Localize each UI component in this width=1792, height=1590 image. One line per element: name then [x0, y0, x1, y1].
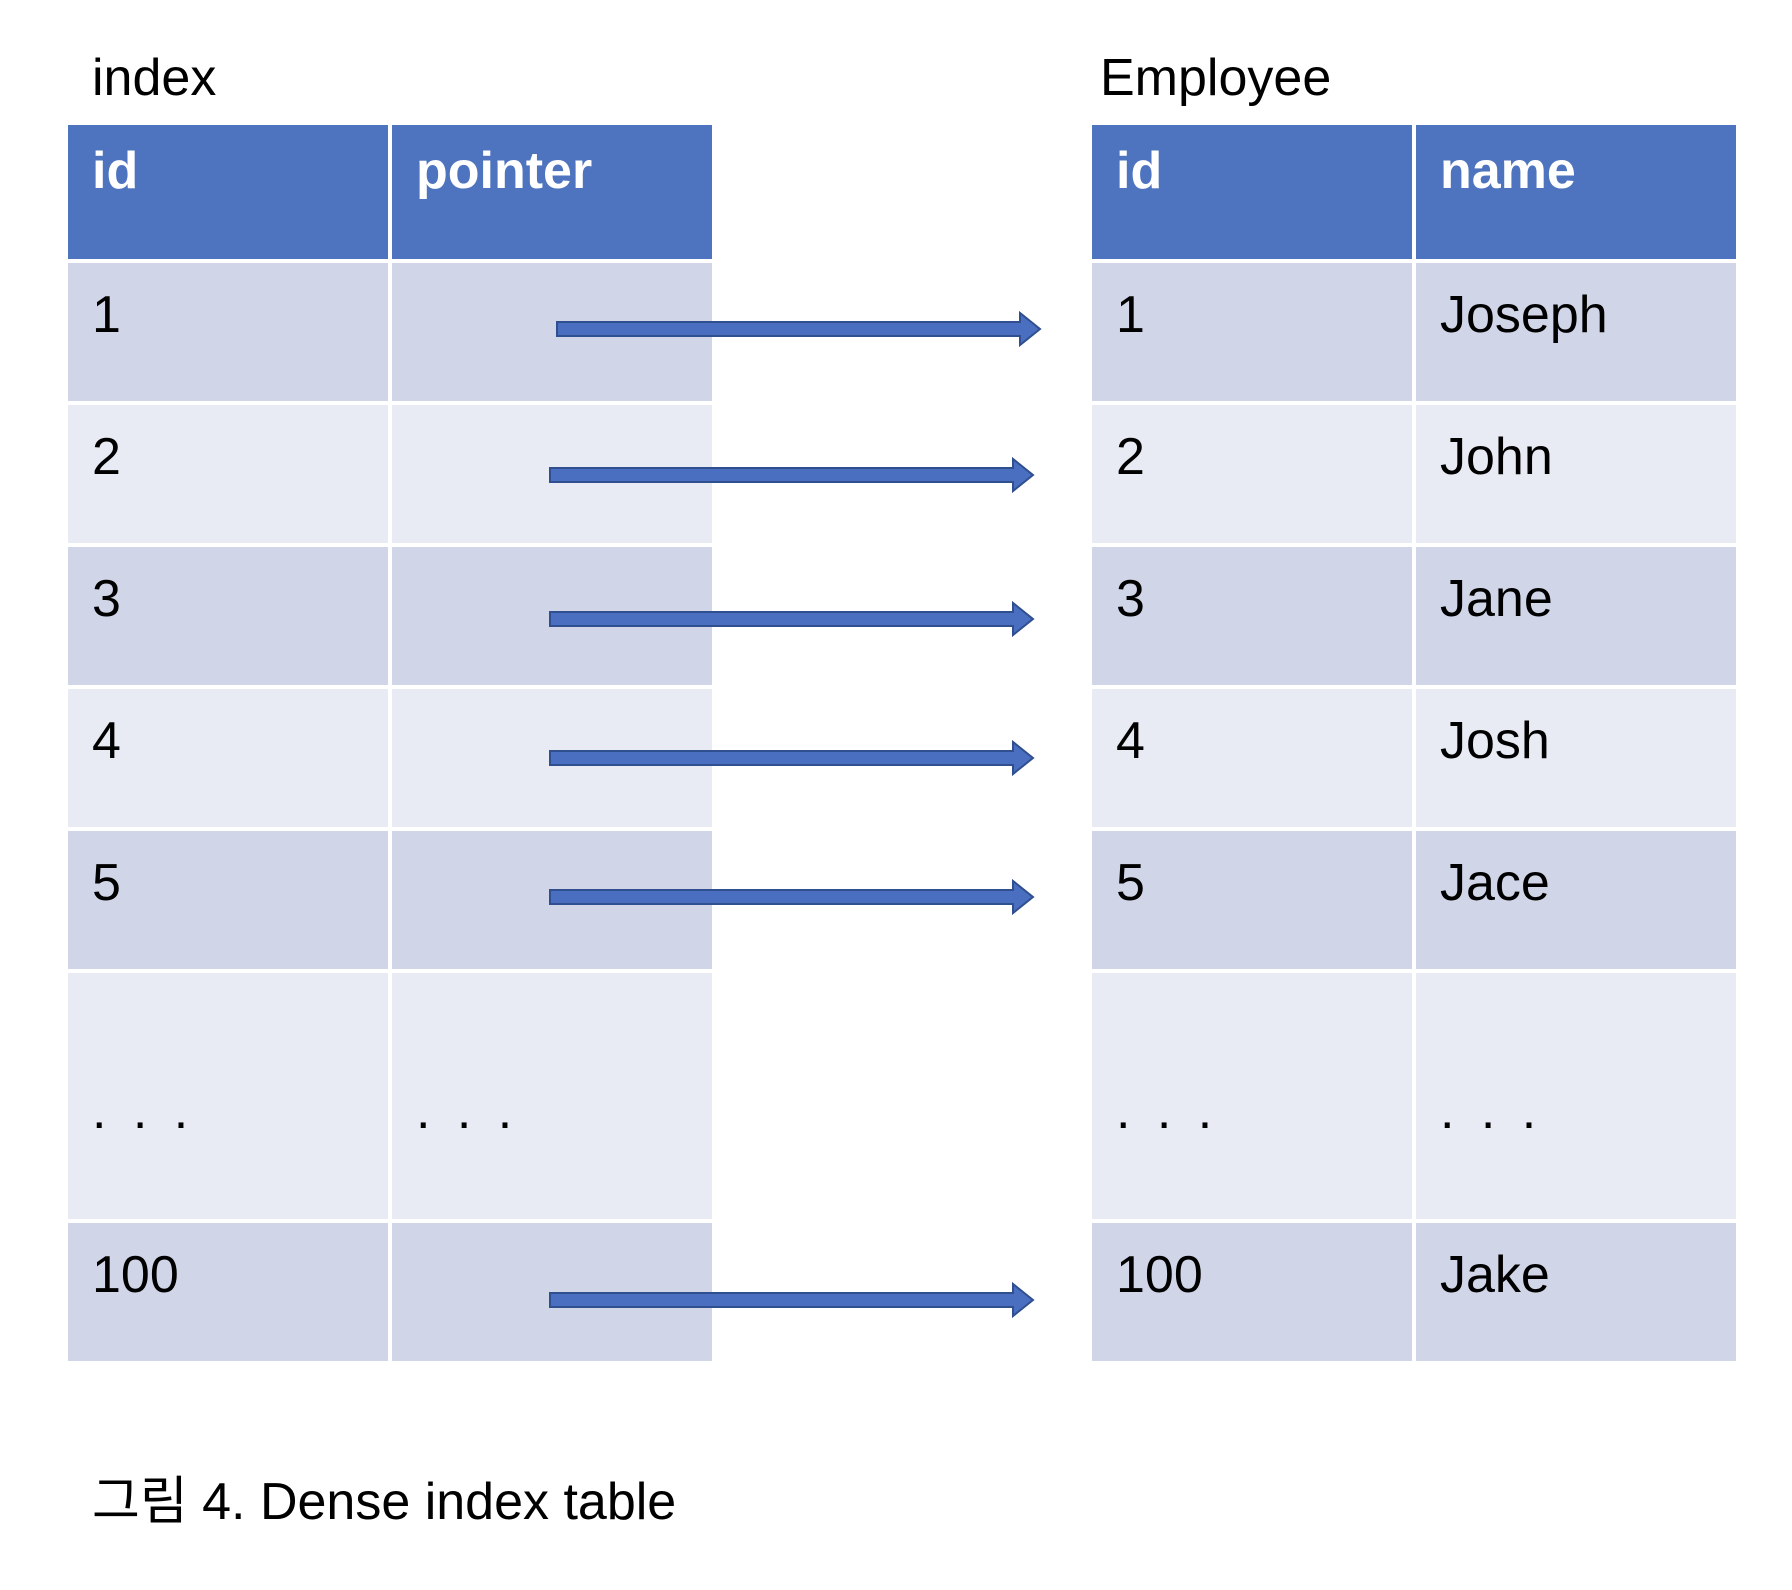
index-header-id: id: [68, 125, 388, 259]
employee-cell-id: 5: [1092, 831, 1412, 969]
index-cell-pointer: [392, 831, 712, 969]
index-cell-id: 2: [68, 405, 388, 543]
index-cell-id-ellipsis: . . .: [68, 973, 388, 1219]
index-cell-id: 3: [68, 547, 388, 685]
index-cell-id: 1: [68, 263, 388, 401]
index-cell-id: 100: [68, 1223, 388, 1361]
employee-cell-id: 4: [1092, 689, 1412, 827]
employee-table: id name 1 Joseph 2 John 3 Jane 4 Josh 5 …: [1092, 125, 1736, 1361]
index-table: id pointer 1 2 3 4 5 . . . . . . 100: [68, 125, 712, 1361]
index-table-title: index: [92, 49, 217, 107]
index-cell-id: 5: [68, 831, 388, 969]
employee-cell-id: 2: [1092, 405, 1412, 543]
index-header-pointer: pointer: [392, 125, 712, 259]
index-cell-pointer-ellipsis: . . .: [392, 973, 712, 1219]
employee-table-title: Employee: [1100, 49, 1332, 107]
index-cell-pointer: [392, 689, 712, 827]
employee-cell-name: John: [1416, 405, 1736, 543]
employee-cell-name: Joseph: [1416, 263, 1736, 401]
employee-cell-name-ellipsis: . . .: [1416, 973, 1736, 1219]
employee-header-name: name: [1416, 125, 1736, 259]
employee-cell-name: Josh: [1416, 689, 1736, 827]
employee-cell-name: Jace: [1416, 831, 1736, 969]
employee-cell-name: Jake: [1416, 1223, 1736, 1361]
index-cell-pointer: [392, 405, 712, 543]
figure-caption: 그림 4. Dense index table: [92, 1473, 677, 1531]
index-cell-pointer: [392, 547, 712, 685]
index-cell-pointer: [392, 1223, 712, 1361]
employee-cell-id: 3: [1092, 547, 1412, 685]
index-cell-pointer: [392, 263, 712, 401]
employee-cell-name: Jane: [1416, 547, 1736, 685]
employee-cell-id: 1: [1092, 263, 1412, 401]
employee-header-id: id: [1092, 125, 1412, 259]
employee-cell-id-ellipsis: . . .: [1092, 973, 1412, 1219]
employee-cell-id: 100: [1092, 1223, 1412, 1361]
index-cell-id: 4: [68, 689, 388, 827]
